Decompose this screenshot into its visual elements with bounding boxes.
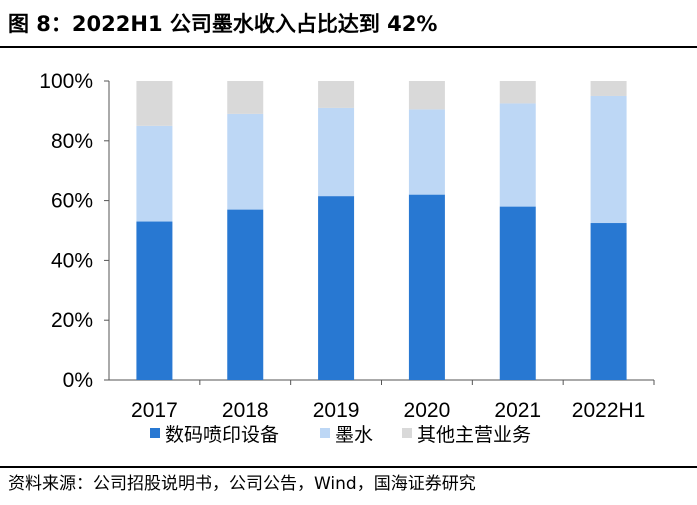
chart-title: 图 8：2022H1 公司墨水收入占比达到 42% [8,12,438,36]
legend-swatch [150,428,160,438]
bar-segment [499,103,536,207]
bar-segment [590,223,627,380]
bar-segment [227,209,264,380]
chart-legend: 数码喷印设备 墨水 其他主营业务 [150,424,531,446]
bar-segment [318,107,355,197]
bar-segment [499,81,536,104]
bar-segment [136,125,173,222]
x-tick-label: 2020 [404,399,451,422]
legend-label: 数码喷印设备 [165,424,279,446]
y-tick-label: 100% [39,70,93,93]
source-divider [0,466,697,468]
stacked-bar-chart: 2017 2018 2019 2020 2021 2022H1 0% 20% 40% 60% 80… [39,70,655,446]
bar-segment [227,113,264,210]
x-axis-labels: 2017 2018 2019 2020 2021 2022H1 [131,399,645,422]
chart-axes [104,80,655,385]
x-tick-label: 2021 [494,399,541,422]
y-tick-label: 40% [51,249,93,272]
x-tick-label: 2017 [131,399,178,422]
y-tick-label: 80% [51,130,93,153]
y-tick-label: 20% [51,309,93,332]
legend-label: 其他主营业务 [417,424,531,446]
bar-segment [136,81,173,126]
bar-segment [318,196,355,380]
legend-swatch [320,428,330,438]
bar-segment [136,221,173,380]
legend-swatch [402,428,412,438]
title-divider [0,46,697,48]
x-tick-label: 2018 [222,399,269,422]
y-axis-labels: 0% 20% 40% 60% 80% 100% [39,70,93,392]
bar-segment [408,109,445,195]
y-tick-label: 60% [51,190,93,213]
x-tick-label: 2022H1 [572,399,646,422]
bar-segment [318,81,355,108]
bar-segment [408,194,445,380]
x-tick-label: 2019 [313,399,360,422]
bar-segment [499,206,536,380]
bar-segment [227,81,264,114]
source-note: 资料来源：公司招股说明书，公司公告，Wind，国海证券研究 [8,474,476,494]
legend-label: 墨水 [335,424,373,446]
chart-bars [136,81,627,380]
bar-segment [408,81,445,110]
bar-segment [590,81,627,96]
y-tick-label: 0% [63,369,93,392]
bar-segment [590,95,627,224]
